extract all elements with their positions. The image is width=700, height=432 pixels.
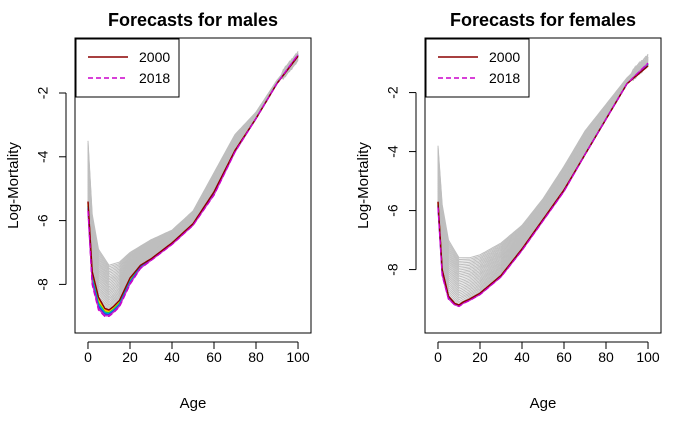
y-tick-label: -4 <box>35 150 51 163</box>
plot-frame <box>74 37 312 334</box>
x-tick-label: 40 <box>164 349 180 365</box>
y-tick-label: -2 <box>35 87 51 100</box>
series-line-2000 <box>437 65 649 306</box>
legend: 2000 2018 <box>75 38 180 98</box>
x-tick-label: 60 <box>206 349 222 365</box>
x-axis-label: Age <box>180 395 207 412</box>
legend-label: 2000 <box>489 49 520 65</box>
legend-label: 2018 <box>139 70 170 86</box>
y-tick-label: -6 <box>35 214 51 227</box>
y-tick-label: -8 <box>385 263 401 276</box>
x-tick-label: 40 <box>514 349 530 365</box>
legend-label: 2000 <box>139 49 170 65</box>
x-tick-label: 0 <box>84 349 92 365</box>
y-tick-label: -8 <box>35 278 51 291</box>
chart-title: Forecasts for males <box>108 10 278 30</box>
x-tick-label: 20 <box>122 349 138 365</box>
x-tick-label: 80 <box>248 349 264 365</box>
x-tick-label: 80 <box>598 349 614 365</box>
series-line-2018 <box>437 62 649 308</box>
legend: 2000 2018 <box>425 38 530 98</box>
legend-box <box>425 38 530 98</box>
chart-title: Forecasts for females <box>450 10 636 30</box>
plot-frame <box>424 37 662 334</box>
y-tick-label: -2 <box>385 86 401 99</box>
x-axis-label: Age <box>530 395 557 412</box>
y-tick-label: -6 <box>385 204 401 217</box>
x-tick-label: 100 <box>286 349 310 365</box>
chart-panel: Forecasts for males 0 20 40 60 80 100 -2 -4 -6 -8 A… <box>5 10 312 412</box>
y-axis-label: Log-Mortality <box>355 142 372 229</box>
x-tick-label: 60 <box>556 349 572 365</box>
chart-panel: Forecasts for females 0 20 40 60 80 100 -2 -4 -6 -… <box>355 10 662 412</box>
legend-label: 2018 <box>489 70 520 86</box>
x-tick-label: 100 <box>636 349 660 365</box>
series-line-2018 <box>87 54 299 317</box>
x-tick-label: 20 <box>472 349 488 365</box>
y-axis-label: Log-Mortality <box>5 142 22 229</box>
x-tick-label: 0 <box>434 349 442 365</box>
legend-box <box>75 38 180 98</box>
y-tick-label: -4 <box>385 145 401 158</box>
